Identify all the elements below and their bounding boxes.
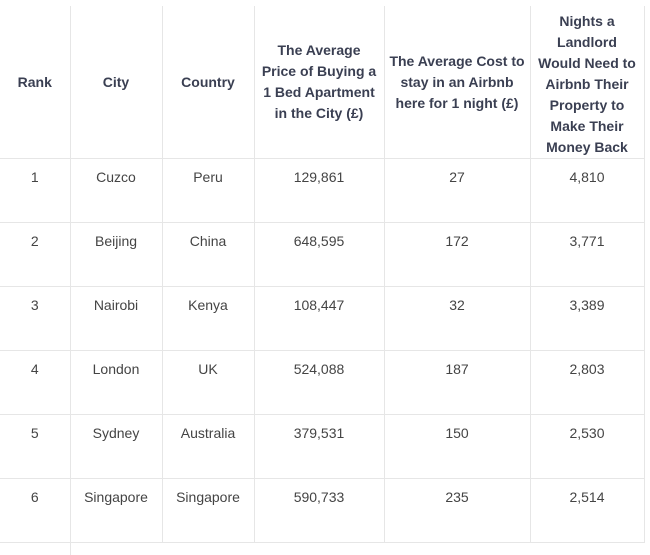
cell-cost: 187: [384, 350, 531, 415]
cell-country: Australia: [162, 414, 255, 479]
cell-price: 108,447: [254, 286, 385, 351]
cell-cost: 32: [384, 286, 531, 351]
cell-cost: 27: [384, 158, 531, 223]
table-header: Rank City Country The Average Price of B…: [0, 6, 645, 159]
cell-country: Kenya: [162, 286, 255, 351]
cell-price: 590,733: [254, 478, 385, 543]
cell-rank: 6: [0, 478, 71, 543]
cell-country: UK: [162, 350, 255, 415]
cell-city: Singapore: [70, 478, 163, 543]
cell-price: 129,861: [254, 158, 385, 223]
airbnb-payback-table-container: Rank City Country The Average Price of B…: [0, 6, 645, 555]
header-city: City: [70, 6, 163, 159]
empty-cell: [254, 543, 384, 555]
table-body: 1 Cuzco Peru 129,861 27 4,810 2 Beijing …: [0, 158, 645, 555]
table-row: 6 Singapore Singapore 590,733 235 2,514: [0, 478, 645, 543]
cell-country: Singapore: [162, 478, 255, 543]
cell-city: Beijing: [70, 222, 163, 287]
empty-cell: [530, 543, 644, 555]
cell-price: 524,088: [254, 350, 385, 415]
table-row: 2 Beijing China 648,595 172 3,771: [0, 222, 645, 287]
cell-rank: 1: [0, 158, 71, 223]
cell-cost: 150: [384, 414, 531, 479]
trailing-empty-row: [0, 542, 644, 555]
table-row: 4 London UK 524,088 187 2,803: [0, 350, 645, 415]
table-row: 3 Nairobi Kenya 108,447 32 3,389: [0, 286, 645, 351]
cell-nights: 3,771: [530, 222, 645, 287]
airbnb-payback-table: Rank City Country The Average Price of B…: [0, 6, 645, 555]
header-average-apartment-price: The Average Price of Buying a 1 Bed Apar…: [254, 6, 385, 159]
cell-nights: 2,530: [530, 414, 645, 479]
header-average-airbnb-cost: The Average Cost to stay in an Airbnb he…: [384, 6, 531, 159]
header-row: Rank City Country The Average Price of B…: [0, 6, 645, 159]
cell-price: 648,595: [254, 222, 385, 287]
cell-country: Peru: [162, 158, 255, 223]
cell-rank: 3: [0, 286, 71, 351]
cell-price: 379,531: [254, 414, 385, 479]
table-row: 5 Sydney Australia 379,531 150 2,530: [0, 414, 645, 479]
cell-city: Nairobi: [70, 286, 163, 351]
empty-cell: [384, 543, 530, 555]
cell-cost: 172: [384, 222, 531, 287]
empty-cell: [162, 543, 254, 555]
table-row: 1 Cuzco Peru 129,861 27 4,810: [0, 158, 645, 223]
cell-city: Cuzco: [70, 158, 163, 223]
cell-nights: 4,810: [530, 158, 645, 223]
cell-nights: 2,803: [530, 350, 645, 415]
cell-rank: 4: [0, 350, 71, 415]
empty-cell: [0, 542, 71, 555]
header-nights-to-payback: Nights a Landlord Would Need to Airbnb T…: [530, 6, 645, 159]
cell-city: London: [70, 350, 163, 415]
cell-city: Sydney: [70, 414, 163, 479]
header-rank: Rank: [0, 6, 71, 159]
cell-nights: 2,514: [530, 478, 645, 543]
cell-cost: 235: [384, 478, 531, 543]
empty-cell: [70, 543, 162, 555]
cell-rank: 5: [0, 414, 71, 479]
cell-country: China: [162, 222, 255, 287]
cell-rank: 2: [0, 222, 71, 287]
header-country: Country: [162, 6, 255, 159]
cell-nights: 3,389: [530, 286, 645, 351]
